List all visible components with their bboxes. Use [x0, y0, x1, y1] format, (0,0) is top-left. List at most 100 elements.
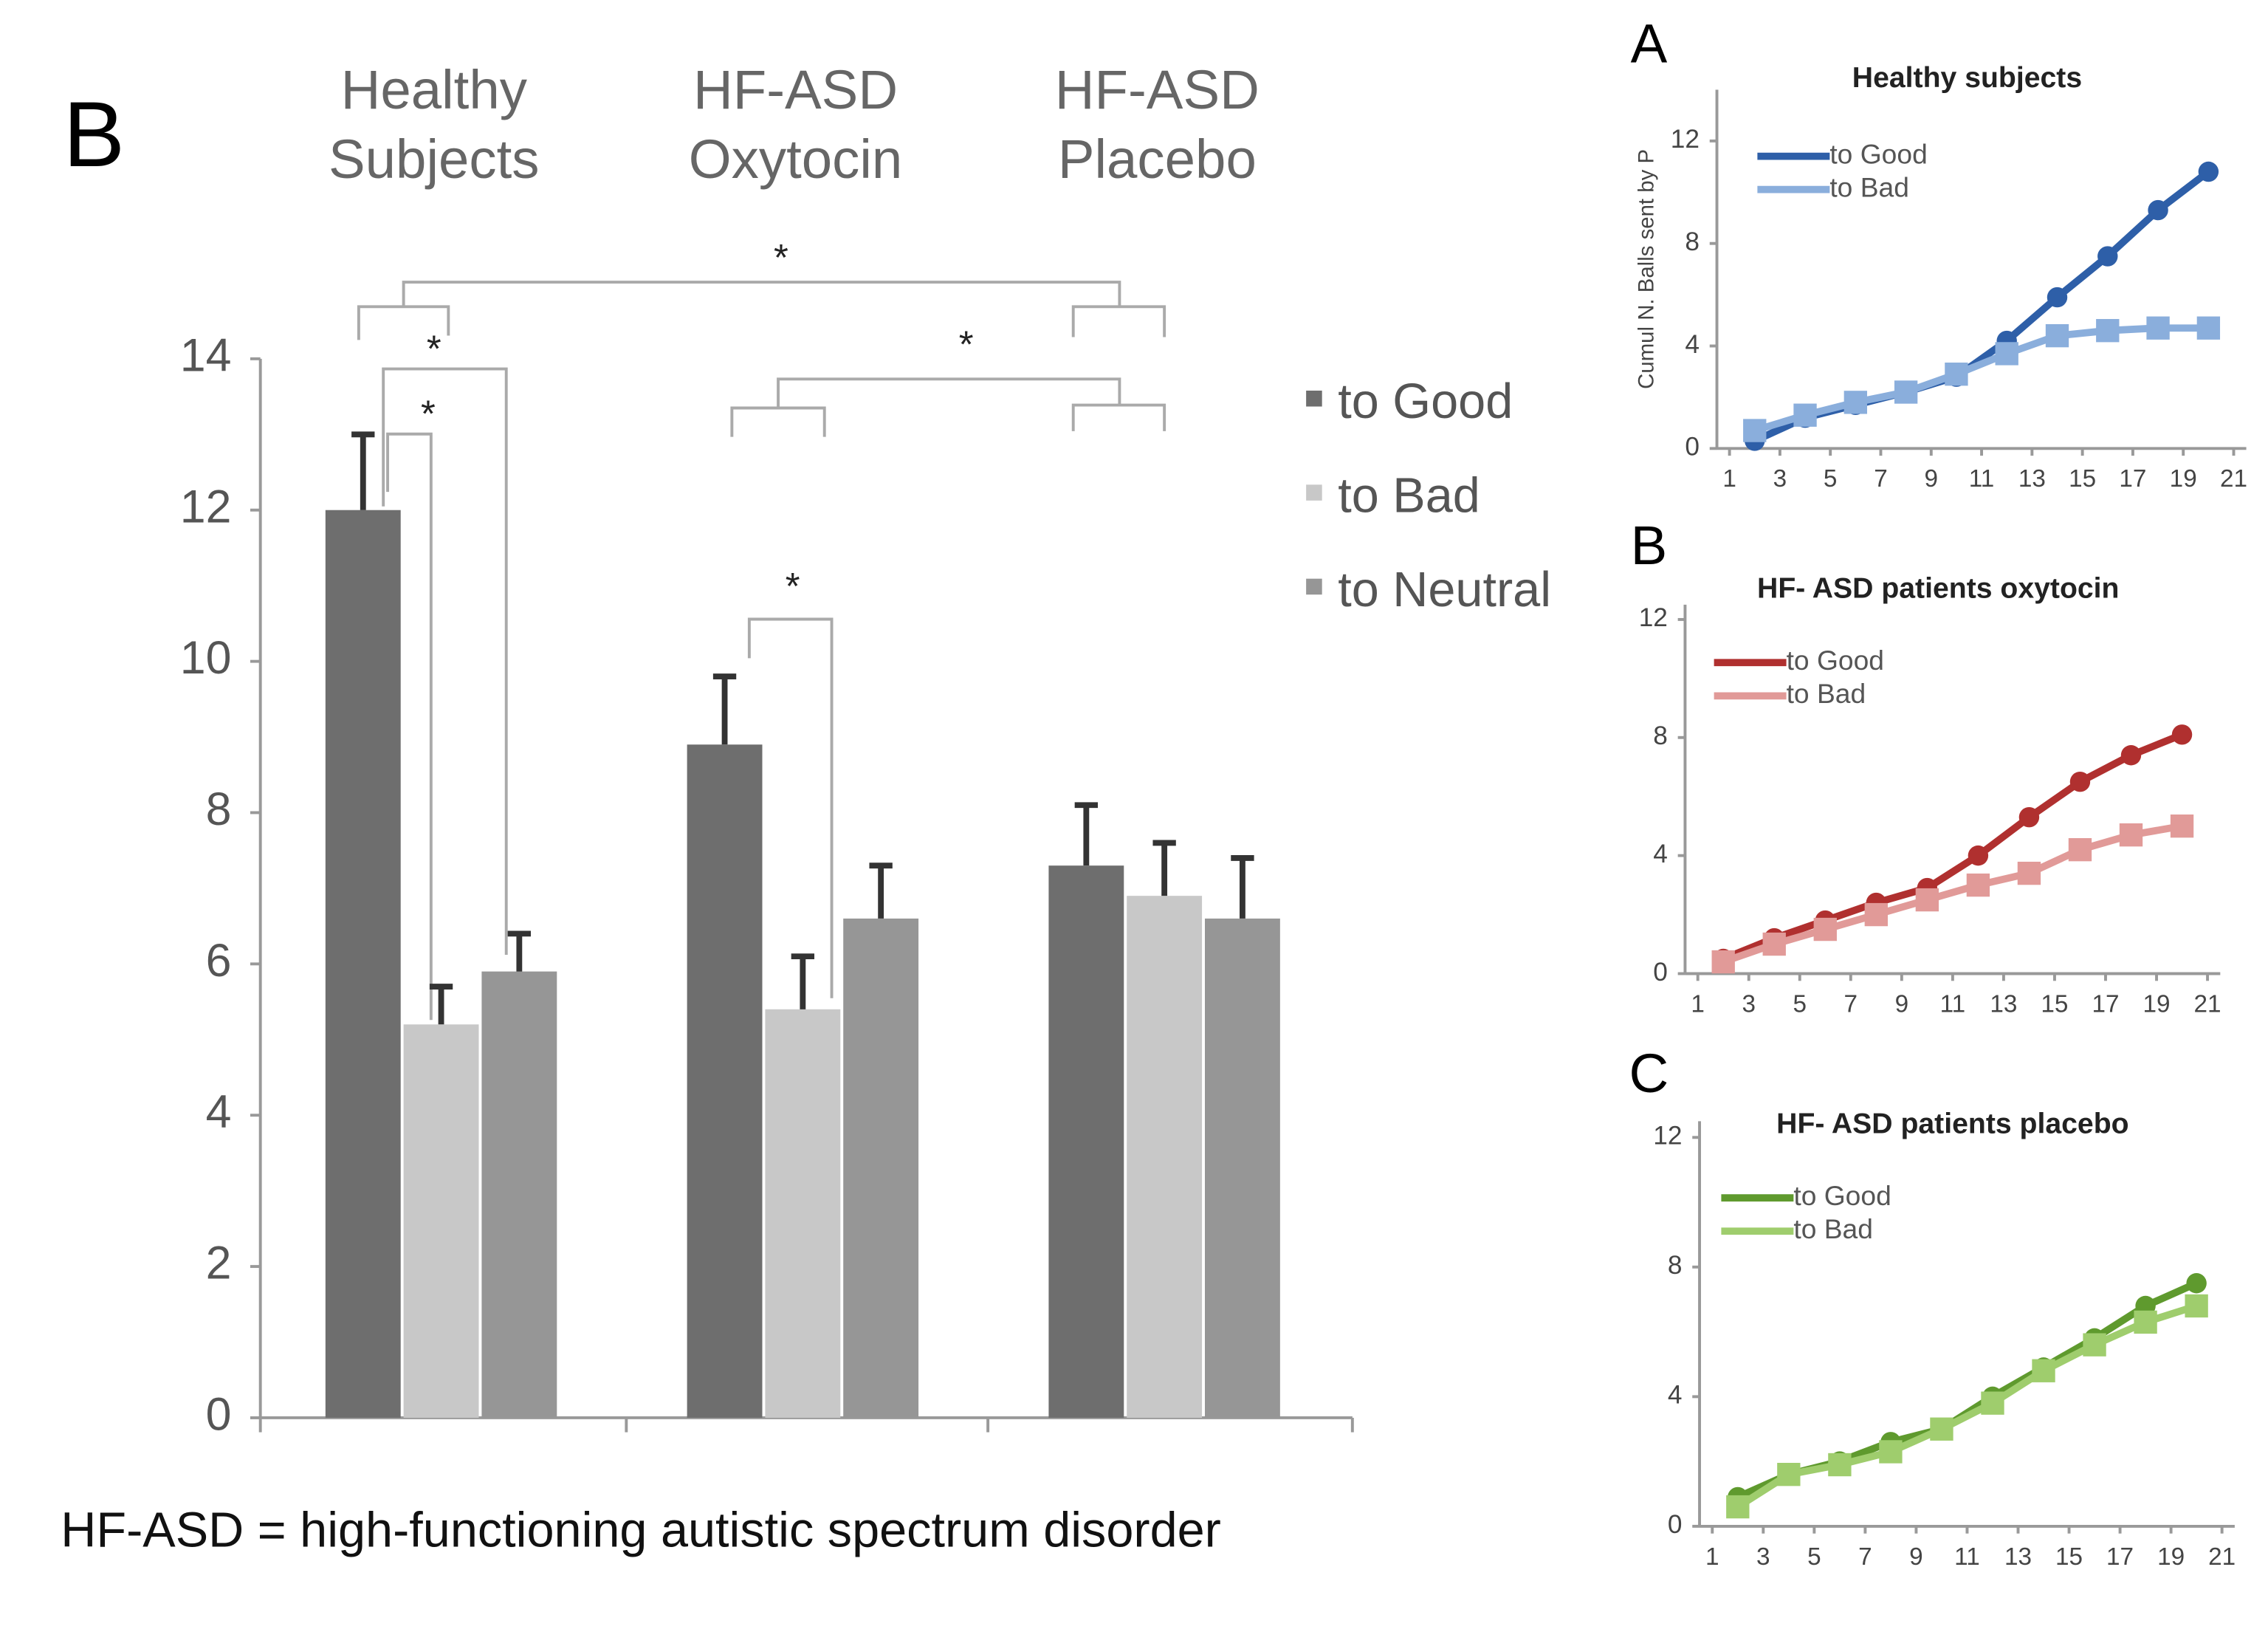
bar	[325, 510, 401, 1418]
y-tick-label: 8	[1668, 1251, 1683, 1280]
marker	[2196, 316, 2221, 340]
bar	[843, 918, 919, 1418]
legend-label: to Neutral	[1338, 563, 1551, 617]
x-tick-label: 21	[2220, 465, 2247, 493]
x-tick-label: 7	[1874, 465, 1888, 493]
legend-label: to Good	[1338, 374, 1513, 429]
legend-label: to Good	[1787, 645, 1884, 676]
x-tick-label: 5	[1824, 465, 1838, 493]
marker	[1864, 902, 1888, 927]
bar	[1127, 896, 1203, 1418]
legend-label: to Good	[1829, 138, 1927, 169]
marker	[1793, 403, 1817, 427]
legend-label: to Bad	[1793, 1213, 1873, 1244]
x-tick-label: 7	[1844, 990, 1858, 1018]
marker	[1813, 917, 1837, 942]
marker	[2146, 316, 2170, 340]
marker	[2097, 246, 2118, 267]
marker	[1828, 1453, 1852, 1477]
bar	[765, 1009, 841, 1418]
x-tick-label: 17	[2106, 1543, 2134, 1571]
legend-label: to Bad	[1338, 468, 1480, 523]
x-tick-label: 11	[1954, 1543, 1980, 1571]
x-tick-label: 3	[1742, 990, 1756, 1018]
y-tick-label: 4	[1653, 840, 1668, 868]
y-tick-label: 0	[206, 1389, 232, 1441]
category-label: HF-ASD	[1055, 59, 1260, 120]
y-tick-label: 8	[206, 783, 232, 835]
x-tick-label: 13	[2018, 465, 2046, 493]
y-tick-label: 6	[206, 935, 232, 987]
marker	[1915, 888, 1939, 912]
significance-star: *	[774, 236, 788, 278]
x-tick-label: 21	[2194, 990, 2221, 1018]
x-tick-label: 7	[1858, 1543, 1872, 1571]
y-tick-label: 4	[1668, 1381, 1683, 1410]
x-tick-label: 17	[2119, 465, 2146, 493]
marker	[2017, 861, 2041, 885]
category-label: Healthy	[341, 59, 528, 120]
bar	[481, 971, 557, 1418]
x-tick-label: 13	[1990, 990, 2017, 1018]
marker	[2047, 287, 2068, 308]
category-label: Subjects	[329, 128, 540, 190]
line	[1753, 324, 2209, 434]
x-tick-label: 9	[1895, 990, 1909, 1018]
marker	[2045, 323, 2069, 348]
x-tick-label: 9	[1925, 465, 1939, 493]
marker	[1995, 342, 2018, 366]
y-tick-label: 0	[1653, 958, 1668, 987]
x-tick-label: 15	[2055, 1543, 2083, 1571]
bar	[1204, 918, 1280, 1418]
marker	[1981, 1391, 2004, 1415]
marker	[1966, 873, 1990, 897]
panel-label: C	[1629, 1043, 1669, 1104]
line	[1753, 168, 2211, 445]
marker	[1711, 950, 1735, 974]
chart-title: Healthy subjects	[1852, 62, 2082, 94]
marker	[2134, 1310, 2157, 1334]
marker	[1843, 391, 1868, 414]
x-tick-label: 17	[2092, 990, 2119, 1018]
x-tick-label: 13	[2004, 1543, 2032, 1571]
x-tick-label: 19	[2143, 990, 2171, 1018]
error-bar	[712, 673, 737, 745]
chart-title: HF- ASD patients oxytocin	[1757, 573, 2119, 605]
bracket	[382, 367, 508, 956]
bar	[1048, 865, 1124, 1418]
marker	[2186, 1273, 2207, 1294]
x-tick-label: 1	[1722, 465, 1736, 493]
marker	[2170, 814, 2194, 838]
panel-label: B	[1631, 515, 1668, 576]
marker	[2171, 724, 2193, 745]
legend-swatch	[1306, 578, 1322, 595]
y-tick-label: 12	[1653, 1122, 1682, 1150]
x-tick-label: 15	[2069, 465, 2096, 493]
marker	[1945, 363, 1968, 386]
legend-swatch	[1306, 390, 1322, 407]
marker	[1930, 1417, 1953, 1441]
marker	[2119, 823, 2143, 847]
marker	[2198, 161, 2219, 182]
legend-label: to Good	[1793, 1180, 1891, 1211]
footnote: HF-ASD = high-functioning autistic spect…	[61, 1503, 1221, 1557]
y-tick-label: 8	[1685, 227, 1700, 256]
x-tick-label: 1	[1691, 990, 1705, 1018]
legend-label: to Bad	[1787, 678, 1866, 709]
y-axis-label: Cumul N. Balls sent by P	[1634, 149, 1658, 389]
category-label: Placebo	[1058, 128, 1257, 190]
significance-star: *	[421, 393, 436, 435]
x-tick-label: 11	[1940, 990, 1966, 1018]
marker	[1879, 1440, 1903, 1464]
category-label: Oxytocin	[689, 128, 903, 190]
marker	[1968, 845, 1989, 866]
significance-star: *	[786, 565, 800, 607]
marker	[1743, 419, 1767, 442]
marker	[2120, 745, 2142, 766]
bracket	[357, 281, 1166, 340]
marker	[1762, 932, 1786, 956]
y-tick-label: 12	[1639, 603, 1668, 632]
line	[1736, 1302, 2198, 1510]
x-tick-label: 21	[2208, 1543, 2236, 1571]
